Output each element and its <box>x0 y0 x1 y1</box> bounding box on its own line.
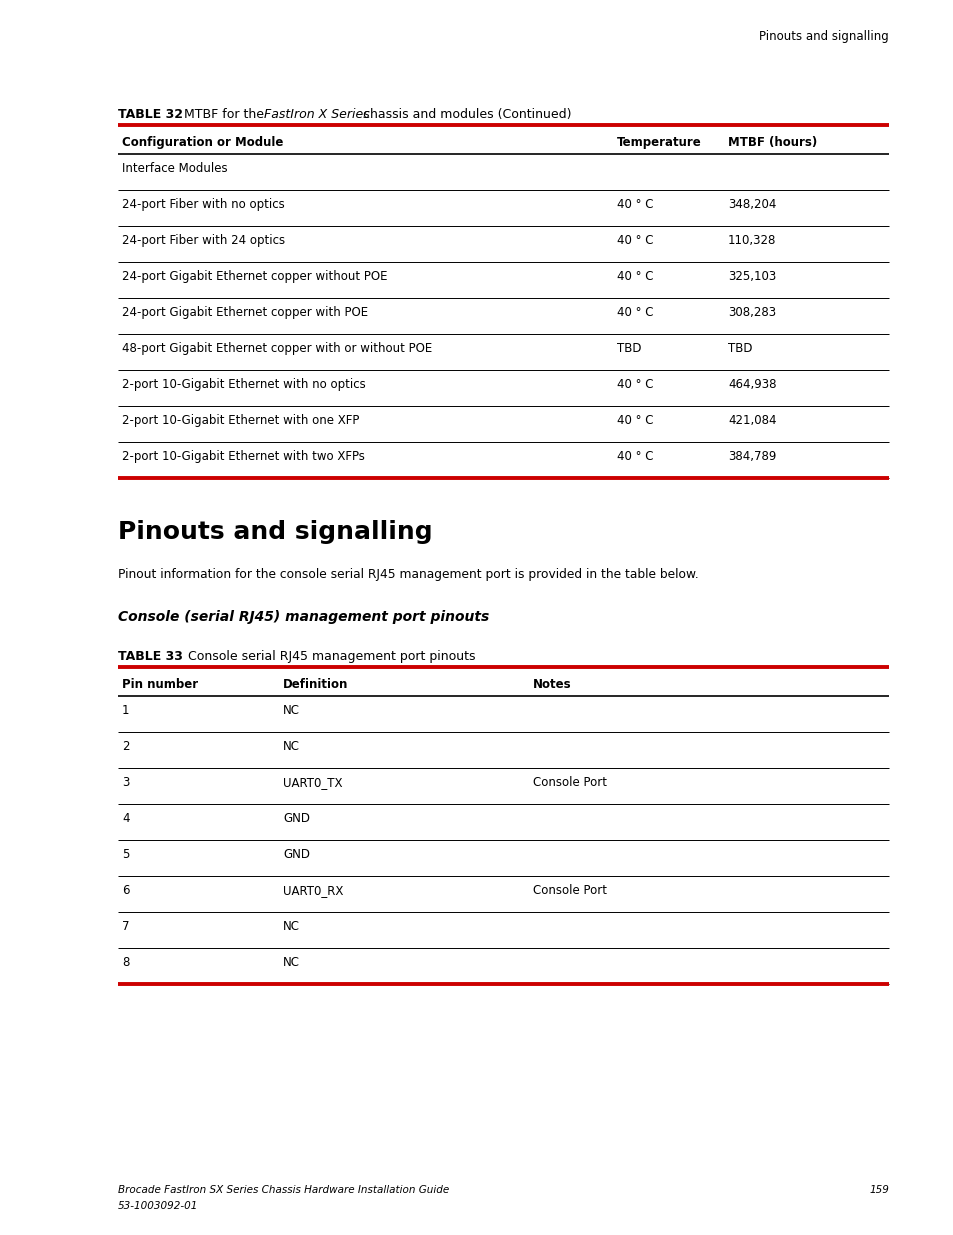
Text: Brocade FastIron SX Series Chassis Hardware Installation Guide: Brocade FastIron SX Series Chassis Hardw… <box>118 1186 449 1195</box>
Text: Console serial RJ45 management port pinouts: Console serial RJ45 management port pino… <box>175 650 475 663</box>
Text: 1: 1 <box>122 704 130 718</box>
Text: 3: 3 <box>122 776 130 789</box>
Text: 5: 5 <box>122 848 130 861</box>
Text: GND: GND <box>283 811 310 825</box>
Text: 384,789: 384,789 <box>727 450 776 463</box>
Text: Temperature: Temperature <box>617 136 701 149</box>
Text: Configuration or Module: Configuration or Module <box>122 136 283 149</box>
Text: MTBF (hours): MTBF (hours) <box>727 136 817 149</box>
Text: Pin number: Pin number <box>122 678 198 692</box>
Text: 8: 8 <box>122 956 130 969</box>
Text: UART0_TX: UART0_TX <box>283 776 342 789</box>
Text: 2-port 10-Gigabit Ethernet with no optics: 2-port 10-Gigabit Ethernet with no optic… <box>122 378 365 391</box>
Text: 40 ° C: 40 ° C <box>617 378 653 391</box>
Text: 6: 6 <box>122 884 130 897</box>
Text: 40 ° C: 40 ° C <box>617 198 653 211</box>
Text: 40 ° C: 40 ° C <box>617 414 653 427</box>
Text: 24-port Gigabit Ethernet copper without POE: 24-port Gigabit Ethernet copper without … <box>122 270 387 283</box>
Text: 2-port 10-Gigabit Ethernet with one XFP: 2-port 10-Gigabit Ethernet with one XFP <box>122 414 359 427</box>
Text: TBD: TBD <box>617 342 640 354</box>
Text: 40 ° C: 40 ° C <box>617 233 653 247</box>
Text: Pinout information for the console serial RJ45 management port is provided in th: Pinout information for the console seria… <box>118 568 698 580</box>
Text: 40 ° C: 40 ° C <box>617 450 653 463</box>
Text: NC: NC <box>283 740 299 753</box>
Text: chassis and modules (Continued): chassis and modules (Continued) <box>358 107 571 121</box>
Text: 53-1003092-01: 53-1003092-01 <box>118 1200 198 1212</box>
Text: Interface Modules: Interface Modules <box>122 162 228 175</box>
Text: NC: NC <box>283 956 299 969</box>
Text: MTBF for the: MTBF for the <box>175 107 268 121</box>
Text: 421,084: 421,084 <box>727 414 776 427</box>
Text: 40 ° C: 40 ° C <box>617 306 653 319</box>
Text: 24-port Fiber with no optics: 24-port Fiber with no optics <box>122 198 284 211</box>
Text: 2: 2 <box>122 740 130 753</box>
Text: 308,283: 308,283 <box>727 306 776 319</box>
Text: NC: NC <box>283 704 299 718</box>
Text: 159: 159 <box>868 1186 888 1195</box>
Text: TBD: TBD <box>727 342 752 354</box>
Text: 348,204: 348,204 <box>727 198 776 211</box>
Text: Console (serial RJ45) management port pinouts: Console (serial RJ45) management port pi… <box>118 610 489 624</box>
Text: 4: 4 <box>122 811 130 825</box>
Text: UART0_RX: UART0_RX <box>283 884 343 897</box>
Text: Console Port: Console Port <box>533 884 606 897</box>
Text: GND: GND <box>283 848 310 861</box>
Text: 48-port Gigabit Ethernet copper with or without POE: 48-port Gigabit Ethernet copper with or … <box>122 342 432 354</box>
Text: 110,328: 110,328 <box>727 233 776 247</box>
Text: Pinouts and signalling: Pinouts and signalling <box>759 30 888 43</box>
Text: 40 ° C: 40 ° C <box>617 270 653 283</box>
Text: 2-port 10-Gigabit Ethernet with two XFPs: 2-port 10-Gigabit Ethernet with two XFPs <box>122 450 364 463</box>
Text: 325,103: 325,103 <box>727 270 776 283</box>
Text: 24-port Gigabit Ethernet copper with POE: 24-port Gigabit Ethernet copper with POE <box>122 306 368 319</box>
Text: 24-port Fiber with 24 optics: 24-port Fiber with 24 optics <box>122 233 285 247</box>
Text: Console Port: Console Port <box>533 776 606 789</box>
Text: 464,938: 464,938 <box>727 378 776 391</box>
Text: TABLE 32: TABLE 32 <box>118 107 183 121</box>
Text: NC: NC <box>283 920 299 932</box>
Text: Pinouts and signalling: Pinouts and signalling <box>118 520 432 543</box>
Text: Notes: Notes <box>533 678 571 692</box>
Text: 7: 7 <box>122 920 130 932</box>
Text: Definition: Definition <box>283 678 348 692</box>
Text: FastIron X Series: FastIron X Series <box>264 107 370 121</box>
Text: TABLE 33: TABLE 33 <box>118 650 183 663</box>
